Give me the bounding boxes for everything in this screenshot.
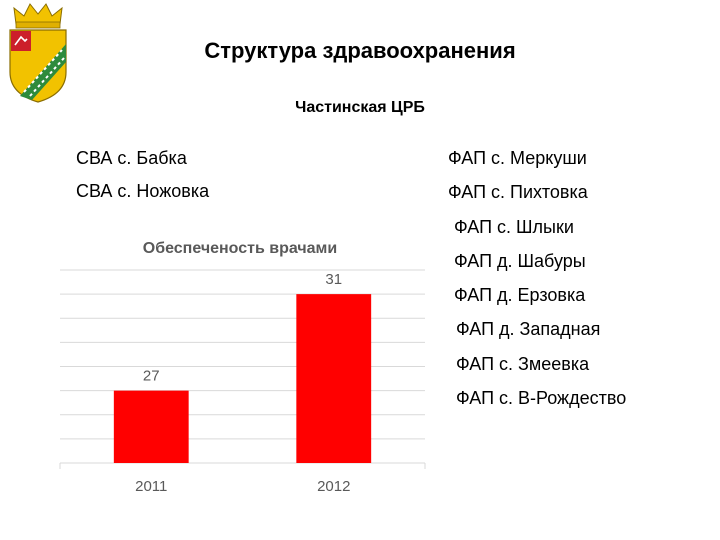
sva-list: СВА с. Бабка СВА с. Ножовка — [76, 146, 209, 212]
doctor-supply-chart: Обеспеченость врачами 27 31 2011 2012 — [59, 240, 426, 495]
list-item: ФАП с. Меркуши — [448, 148, 587, 168]
list-item: ФАП д. Шабуры — [454, 250, 586, 271]
x-tick-label: 2011 — [135, 478, 167, 495]
x-tick-label: 2012 — [317, 478, 350, 495]
page-title: Структура здравоохранения — [204, 38, 516, 63]
chart-x-ticks: 2011 2012 — [135, 478, 350, 495]
chart-bars — [113, 294, 372, 463]
data-label: 31 — [325, 271, 342, 288]
bar-2012 — [296, 294, 372, 463]
list-item: ФАП с. Шлыки — [454, 216, 574, 237]
chart-data-labels: 27 31 — [143, 271, 342, 385]
list-item: ФАП д. Ерзовка — [454, 285, 586, 306]
coat-of-arms-icon — [9, 3, 67, 103]
bar-2011 — [113, 390, 189, 463]
list-item: ФАП д. Западная — [456, 319, 601, 340]
list-item: ФАП с. Пихтовка — [448, 182, 588, 203]
list-item: ФАП с. Змеевка — [456, 353, 590, 374]
list-item: СВА с. Ножовка — [76, 181, 210, 201]
list-item: СВА с. Бабка — [76, 148, 187, 168]
chart-title: Обеспеченость врачами — [143, 240, 337, 257]
list-item: ФАП с. В-Рождество — [456, 388, 627, 409]
page-subtitle: Частинская ЦРБ — [295, 99, 425, 116]
data-label: 27 — [143, 368, 160, 385]
fap-list: ФАП с. Меркуши ФАП с. Пихтовка ФАП с. Шл… — [448, 146, 626, 420]
